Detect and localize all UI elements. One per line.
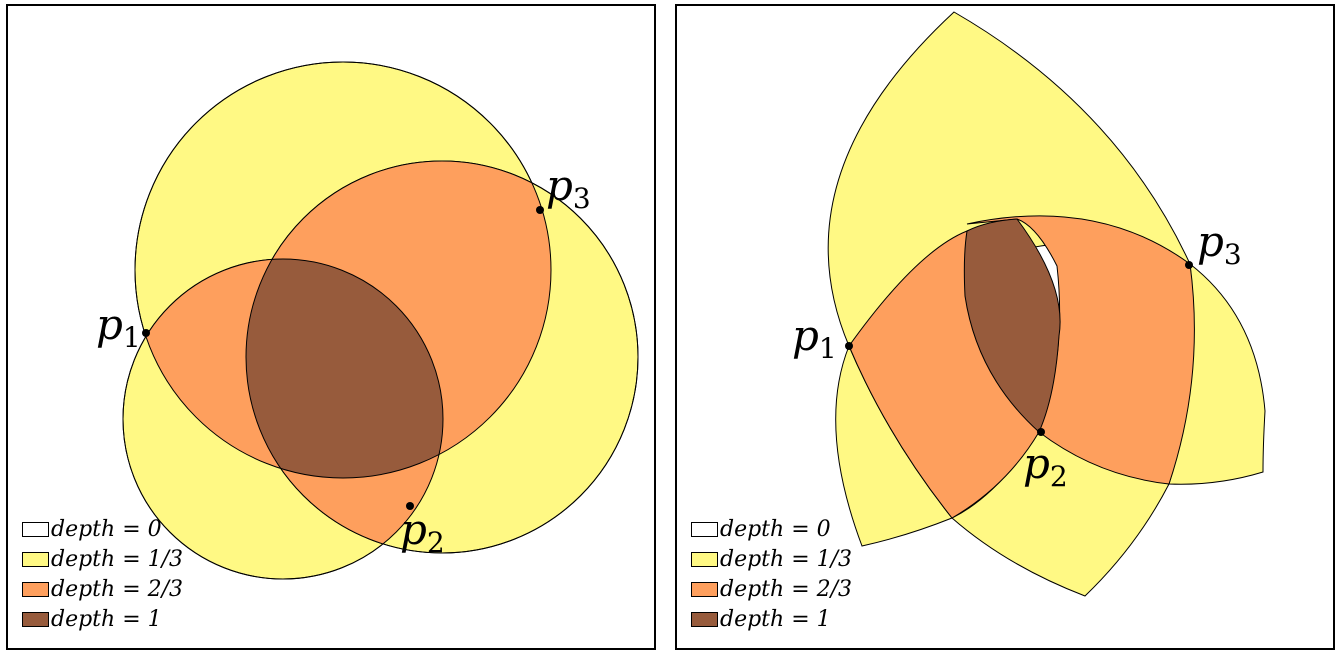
legend-row-depth-2-3: depth = 2/3 — [691, 574, 852, 604]
legend-swatch-yellow — [22, 551, 49, 567]
legend-row-depth-0: depth = 0 — [691, 514, 852, 544]
legend-row-depth-0: depth = 0 — [22, 514, 183, 544]
legend-row-depth-1: depth = 1 — [691, 604, 852, 634]
legend-swatch-orange — [691, 581, 718, 597]
right-region-depth-1 — [963, 218, 1061, 433]
right-depth-diagram: p1 p2 p3 — [792, 11, 1266, 597]
right-region-depth-1-3 — [827, 11, 1266, 597]
point-p2-marker — [406, 502, 414, 510]
legend-swatch-white — [22, 521, 49, 537]
point-p3-marker — [536, 206, 544, 214]
right-diagram-panel: p1 p2 p3 depth = 0 depth = 1/3 depth = 2… — [675, 4, 1335, 650]
left-diagram-panel: p1 p2 p3 depth = 0 depth = 1/3 depth = 2… — [6, 4, 656, 650]
legend-swatch-yellow — [691, 551, 718, 567]
right-legend: depth = 0 depth = 1/3 depth = 2/3 depth … — [691, 514, 852, 634]
point-p3-label: p3 — [1197, 217, 1242, 271]
left-circle-outlines — [122, 61, 639, 580]
point-p1-label: p1 — [792, 311, 837, 365]
right-region-depth-2-3 — [848, 215, 1195, 519]
legend-swatch-brown — [22, 611, 49, 627]
point-p1-marker — [845, 342, 853, 350]
legend-row-depth-2-3: depth = 2/3 — [22, 574, 183, 604]
legend-row-depth-1-3: depth = 1/3 — [691, 544, 852, 574]
left-legend: depth = 0 depth = 1/3 depth = 2/3 depth … — [22, 514, 183, 634]
point-p2-label: p2 — [1023, 439, 1068, 493]
legend-row-depth-1: depth = 1 — [22, 604, 183, 634]
point-p3-marker — [1185, 261, 1193, 269]
point-p1-marker — [142, 329, 150, 337]
point-p2-marker — [1037, 428, 1045, 436]
point-p2-label: p2 — [400, 505, 445, 559]
legend-swatch-brown — [691, 611, 718, 627]
point-p1-label: p1 — [96, 300, 141, 354]
left-depth-diagram: p1 p2 p3 — [96, 61, 639, 580]
point-p3-label: p3 — [546, 161, 591, 215]
legend-swatch-white — [691, 521, 718, 537]
legend-row-depth-1-3: depth = 1/3 — [22, 544, 183, 574]
legend-swatch-orange — [22, 581, 49, 597]
